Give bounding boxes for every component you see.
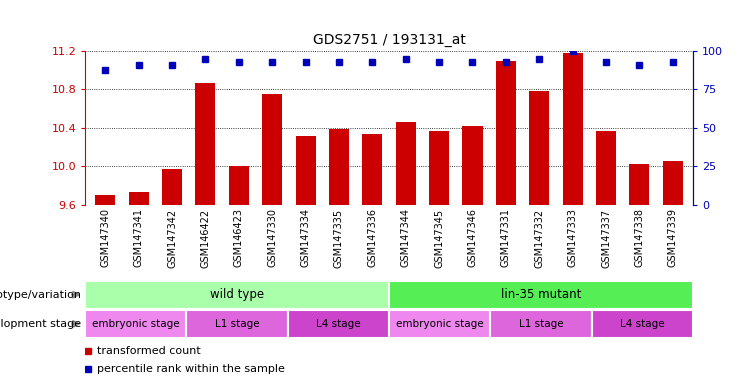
Text: GSM147342: GSM147342 xyxy=(167,209,177,268)
Text: lin-35 mutant: lin-35 mutant xyxy=(501,288,581,301)
Text: GSM147339: GSM147339 xyxy=(668,209,678,267)
Text: transformed count: transformed count xyxy=(97,346,201,356)
Text: GSM147346: GSM147346 xyxy=(468,209,477,267)
Bar xyxy=(129,192,149,205)
Bar xyxy=(162,169,182,205)
Text: GSM147331: GSM147331 xyxy=(501,209,511,267)
Bar xyxy=(389,310,491,338)
Bar xyxy=(329,129,349,205)
Bar xyxy=(296,136,316,205)
Bar xyxy=(462,126,482,205)
Bar xyxy=(396,122,416,205)
Bar xyxy=(562,53,582,205)
Text: GSM147335: GSM147335 xyxy=(334,209,344,268)
Bar xyxy=(362,134,382,205)
Text: GSM147341: GSM147341 xyxy=(133,209,144,267)
Bar xyxy=(491,310,591,338)
Text: GSM147333: GSM147333 xyxy=(568,209,578,267)
Text: L1 stage: L1 stage xyxy=(215,319,259,329)
Text: wild type: wild type xyxy=(210,288,265,301)
Text: embryonic stage: embryonic stage xyxy=(396,319,483,329)
Bar xyxy=(629,164,649,205)
Bar xyxy=(262,94,282,205)
Text: GSM147338: GSM147338 xyxy=(634,209,645,267)
Text: GSM146423: GSM146423 xyxy=(234,209,244,267)
Bar xyxy=(662,161,682,205)
Text: GSM147332: GSM147332 xyxy=(534,209,544,268)
Text: GSM147334: GSM147334 xyxy=(301,209,310,267)
Text: genotype/variation: genotype/variation xyxy=(0,290,82,300)
Text: GSM147330: GSM147330 xyxy=(268,209,277,267)
Bar xyxy=(96,195,116,205)
Text: embryonic stage: embryonic stage xyxy=(92,319,179,329)
Text: percentile rank within the sample: percentile rank within the sample xyxy=(97,364,285,374)
Text: L4 stage: L4 stage xyxy=(316,319,361,329)
Text: L4 stage: L4 stage xyxy=(620,319,665,329)
Bar xyxy=(429,131,449,205)
Bar xyxy=(196,83,216,205)
Bar xyxy=(389,281,693,309)
Text: GSM147345: GSM147345 xyxy=(434,209,444,268)
Bar xyxy=(591,310,693,338)
Text: development stage: development stage xyxy=(0,319,82,329)
Bar xyxy=(229,166,249,205)
Bar xyxy=(496,61,516,205)
Bar xyxy=(596,131,616,205)
Text: L1 stage: L1 stage xyxy=(519,319,563,329)
Text: GSM147337: GSM147337 xyxy=(601,209,611,268)
Bar xyxy=(85,281,389,309)
Bar xyxy=(187,310,288,338)
Bar xyxy=(288,310,389,338)
Text: GSM147344: GSM147344 xyxy=(401,209,411,267)
Bar xyxy=(85,310,187,338)
Text: GSM147340: GSM147340 xyxy=(100,209,110,267)
Bar xyxy=(529,91,549,205)
Text: GSM146422: GSM146422 xyxy=(200,209,210,268)
Title: GDS2751 / 193131_at: GDS2751 / 193131_at xyxy=(313,33,465,47)
Text: GSM147336: GSM147336 xyxy=(368,209,377,267)
